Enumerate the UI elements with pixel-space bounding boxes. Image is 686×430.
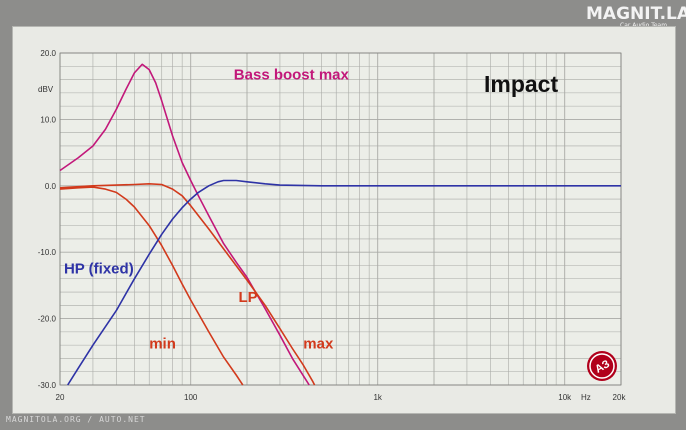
x-tick-labels: 20 100 1k 10k 20k [56, 393, 627, 402]
plot-background [60, 53, 621, 385]
brand-logo-subtitle: Car Audio Team [620, 22, 667, 29]
plot-border [59, 52, 622, 386]
series-line-lp-max [59, 183, 316, 386]
x-tick-label: 1k [373, 393, 382, 402]
y-tick-label: 0.0 [45, 182, 57, 191]
y-tick-label: -10.0 [38, 248, 57, 257]
grid-lines [59, 52, 622, 386]
brand-logo: MAGNIT.LA [586, 4, 686, 24]
y-tick-label: 10.0 [40, 115, 56, 124]
x-tick-label: 100 [184, 393, 198, 402]
source-watermark: MAGNITOLA.ORG / AUTO.NET [6, 415, 146, 424]
series-line-hp-fixed [67, 179, 621, 386]
annotation-hp-fixed: HP (fixed) [64, 260, 134, 277]
y-tick-labels: 20.0 10.0 0.0 -10.0 -20.0 -30.0 [38, 49, 57, 390]
annotation-bass-boost-max: Bass boost max [234, 67, 350, 84]
series-line-lp-min [59, 186, 244, 386]
x-unit-label: Hz [581, 393, 591, 402]
y-tick-label: 20.0 [40, 49, 56, 58]
x-tick-label: 10k [558, 393, 572, 402]
series-lines [59, 63, 621, 386]
series-line-bass-boost-max [59, 63, 310, 386]
x-tick-label: 20k [613, 393, 627, 402]
x-tick-label: 20 [56, 393, 65, 402]
annotation-lp: LP [238, 289, 257, 306]
annotation-max: max [303, 335, 334, 352]
chart-title: Impact [484, 71, 558, 97]
series-annotations: Bass boost max HP (fixed) LP min max [64, 67, 350, 353]
annotation-min: min [149, 335, 176, 352]
ae-badge-icon: АЗ [587, 351, 617, 381]
y-tick-label: -30.0 [38, 381, 57, 390]
y-tick-label: -20.0 [38, 315, 57, 324]
y-unit-label: dBV [38, 85, 54, 94]
